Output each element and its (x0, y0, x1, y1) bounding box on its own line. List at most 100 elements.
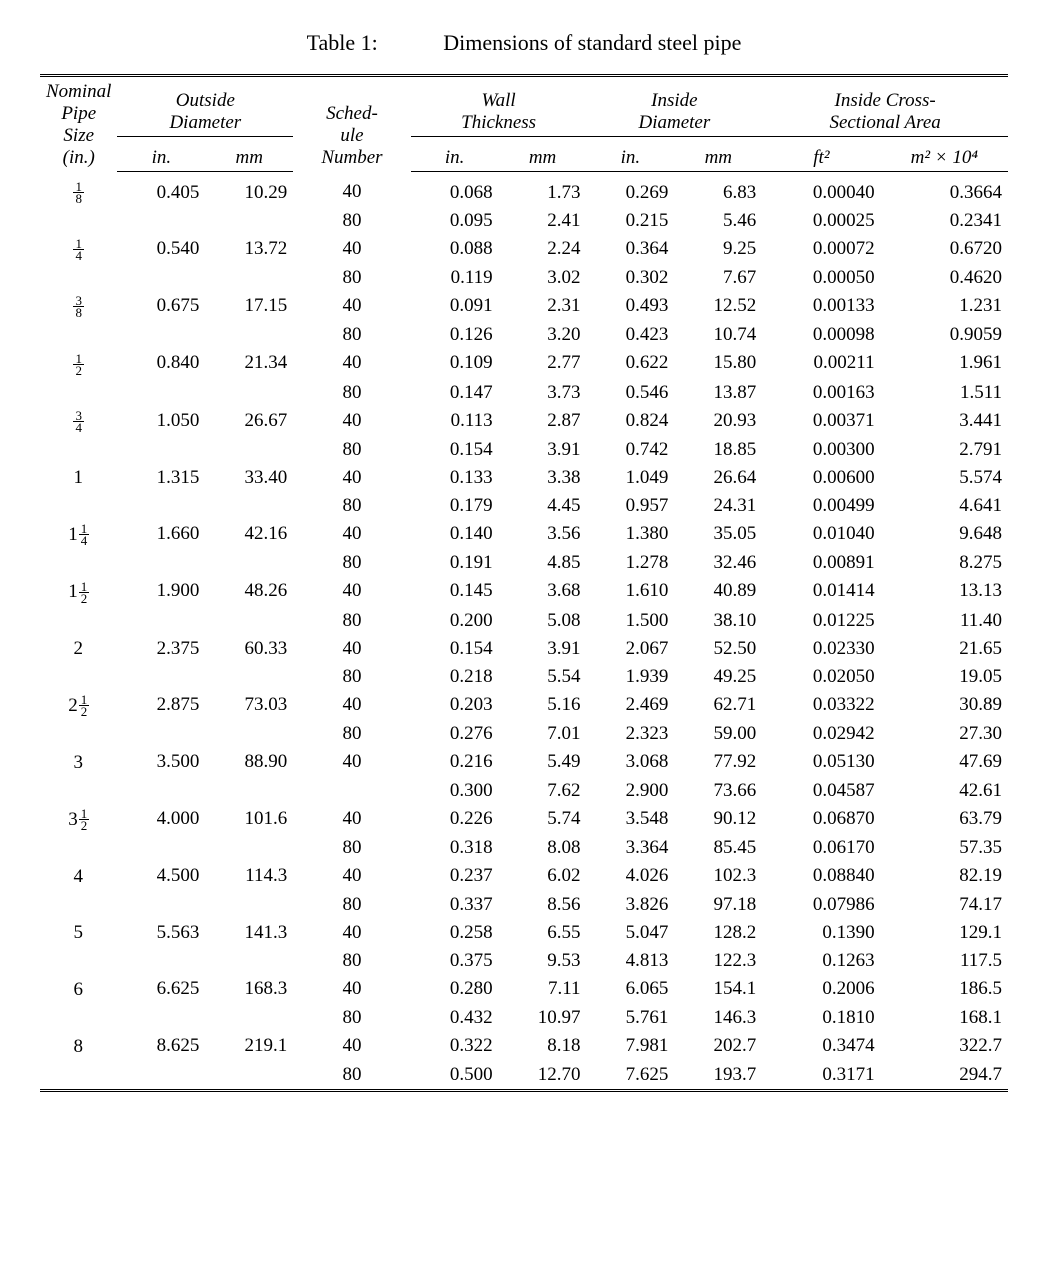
cell-area-ft2: 0.00098 (762, 321, 880, 349)
cell-od-mm (205, 777, 293, 805)
cell-wt-mm: 7.62 (499, 777, 587, 805)
cell-od-in: 8.625 (117, 1032, 205, 1061)
cell-area-ft2: 0.00050 (762, 264, 880, 292)
cell-wt-in: 0.375 (411, 947, 499, 975)
hdr-inside-diameter: InsideDiameter (586, 77, 762, 137)
cell-wt-in: 0.318 (411, 834, 499, 862)
cell-area-ft2: 0.06870 (762, 805, 880, 834)
cell-nominal: 38 (40, 292, 117, 321)
table-row: 380.67517.15400.0912.310.49312.520.00133… (40, 292, 1008, 321)
cell-area-m2: 27.30 (881, 720, 1008, 748)
cell-area-m2: 1.961 (881, 349, 1008, 378)
cell-nominal: 6 (40, 975, 117, 1004)
hdr-outside-diameter: OutsideDiameter (117, 77, 293, 137)
cell-area-ft2: 0.00891 (762, 549, 880, 577)
cell-id-mm: 18.85 (674, 436, 762, 464)
cell-nominal (40, 834, 117, 862)
cell-sched (293, 777, 411, 805)
cell-area-m2: 0.3664 (881, 171, 1008, 207)
table-row: 44.500114.3400.2376.024.026102.30.088408… (40, 862, 1008, 891)
cell-wt-in: 0.226 (411, 805, 499, 834)
cell-area-m2: 21.65 (881, 635, 1008, 664)
cell-area-m2: 0.6720 (881, 235, 1008, 264)
pipe-dimensions-table: Nominal Pipe Size (in.) OutsideDiameter … (40, 74, 1008, 1092)
cell-wt-in: 0.113 (411, 407, 499, 436)
cell-area-ft2: 0.2006 (762, 975, 880, 1004)
cell-wt-mm: 4.45 (499, 492, 587, 520)
cell-od-in (117, 492, 205, 520)
cell-area-ft2: 0.1390 (762, 919, 880, 948)
cell-nominal: 4 (40, 862, 117, 891)
cell-od-in (117, 777, 205, 805)
cell-id-mm: 12.52 (674, 292, 762, 321)
cell-nominal (40, 436, 117, 464)
cell-area-m2: 294.7 (881, 1061, 1008, 1089)
cell-wt-in: 0.300 (411, 777, 499, 805)
cell-area-m2: 322.7 (881, 1032, 1008, 1061)
cell-sched: 80 (293, 607, 411, 635)
cell-area-m2: 2.791 (881, 436, 1008, 464)
cell-wt-in: 0.258 (411, 919, 499, 948)
table-row: 11.31533.40400.1333.381.04926.640.006005… (40, 464, 1008, 493)
cell-id-mm: 146.3 (674, 1004, 762, 1032)
cell-id-in: 2.469 (586, 691, 674, 720)
cell-area-ft2: 0.02942 (762, 720, 880, 748)
cell-od-mm: 114.3 (205, 862, 293, 891)
cell-wt-mm: 8.18 (499, 1032, 587, 1061)
cell-nominal: 8 (40, 1032, 117, 1061)
cell-wt-mm: 3.73 (499, 379, 587, 407)
cell-area-ft2: 0.00040 (762, 171, 880, 207)
cell-id-mm: 62.71 (674, 691, 762, 720)
cell-area-ft2: 0.03322 (762, 691, 880, 720)
cell-wt-in: 0.119 (411, 264, 499, 292)
cell-sched: 40 (293, 748, 411, 777)
cell-id-mm: 7.67 (674, 264, 762, 292)
table-row: 180.40510.29400.0681.730.2696.830.000400… (40, 171, 1008, 207)
cell-od-mm (205, 720, 293, 748)
cell-wt-in: 0.095 (411, 207, 499, 235)
cell-area-ft2: 0.1263 (762, 947, 880, 975)
cell-wt-mm: 6.02 (499, 862, 587, 891)
cell-id-mm: 5.46 (674, 207, 762, 235)
cell-od-mm: 60.33 (205, 635, 293, 664)
cell-area-ft2: 0.3474 (762, 1032, 880, 1061)
cell-od-mm: 219.1 (205, 1032, 293, 1061)
cell-od-mm (205, 207, 293, 235)
cell-id-in: 4.026 (586, 862, 674, 891)
cell-nominal: 112 (40, 577, 117, 606)
cell-area-m2: 8.275 (881, 549, 1008, 577)
cell-wt-in: 0.091 (411, 292, 499, 321)
cell-od-mm: 10.29 (205, 171, 293, 207)
cell-area-m2: 42.61 (881, 777, 1008, 805)
cell-wt-in: 0.109 (411, 349, 499, 378)
hdr-wt-mm: mm (499, 137, 587, 171)
table-row: 33.50088.90400.2165.493.06877.920.051304… (40, 748, 1008, 777)
cell-wt-in: 0.147 (411, 379, 499, 407)
cell-od-in: 0.540 (117, 235, 205, 264)
cell-sched: 80 (293, 436, 411, 464)
cell-id-mm: 77.92 (674, 748, 762, 777)
cell-od-in: 2.875 (117, 691, 205, 720)
cell-sched: 80 (293, 720, 411, 748)
cell-id-mm: 128.2 (674, 919, 762, 948)
cell-area-ft2: 0.00211 (762, 349, 880, 378)
cell-area-m2: 11.40 (881, 607, 1008, 635)
cell-wt-in: 0.179 (411, 492, 499, 520)
cell-id-in: 3.548 (586, 805, 674, 834)
table-row: 120.84021.34400.1092.770.62215.800.00211… (40, 349, 1008, 378)
cell-od-mm (205, 1004, 293, 1032)
cell-nominal (40, 264, 117, 292)
table-row: 800.1193.020.3027.670.000500.4620 (40, 264, 1008, 292)
cell-wt-in: 0.140 (411, 520, 499, 549)
cell-wt-mm: 3.02 (499, 264, 587, 292)
table-row: 22.37560.33400.1543.912.06752.500.023302… (40, 635, 1008, 664)
cell-sched: 40 (293, 407, 411, 436)
cell-id-in: 5.047 (586, 919, 674, 948)
cell-od-in: 6.625 (117, 975, 205, 1004)
table-row: 800.50012.707.625193.70.3171294.7 (40, 1061, 1008, 1089)
cell-id-in: 2.067 (586, 635, 674, 664)
cell-wt-in: 0.154 (411, 635, 499, 664)
cell-wt-mm: 3.68 (499, 577, 587, 606)
cell-sched: 40 (293, 349, 411, 378)
cell-wt-in: 0.276 (411, 720, 499, 748)
